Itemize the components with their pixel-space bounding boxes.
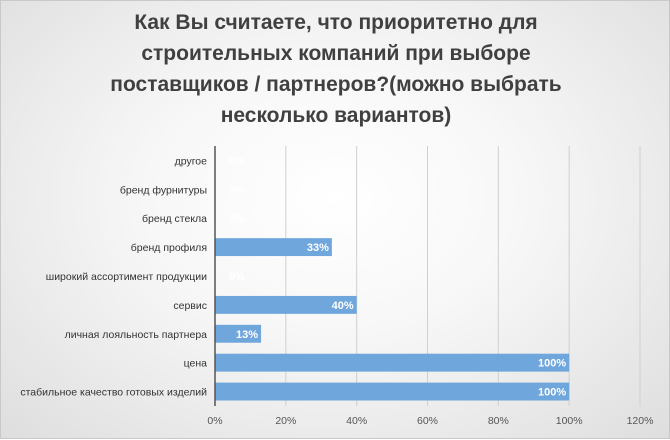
bar [215, 382, 570, 401]
x-tick-label: 120% [627, 415, 654, 427]
data-label: 0% [229, 271, 245, 283]
chart-title: Как Вы считаете, что приоритетно для стр… [110, 11, 562, 127]
data-label: 0% [229, 155, 245, 167]
x-tick-label: 0% [207, 415, 222, 427]
x-tick-label: 100% [556, 415, 583, 427]
data-label: 40% [332, 300, 354, 312]
category-label: сервис [173, 300, 207, 312]
data-label: 100% [538, 387, 566, 399]
x-tick-label: 20% [275, 415, 296, 427]
data-label: 100% [538, 358, 566, 370]
category-label: бренд стекла [142, 213, 207, 225]
category-label: личная лояльность партнера [65, 329, 208, 341]
data-label: 33% [307, 242, 329, 254]
category-label: другое [175, 155, 208, 167]
data-label: 0% [229, 184, 245, 196]
category-label: стабильное качество готовых изделий [20, 387, 207, 399]
data-label: 0% [229, 213, 245, 225]
x-tick-label: 40% [346, 415, 367, 427]
category-label: бренд фурнитуры [120, 184, 207, 196]
x-tick-label: 80% [488, 415, 509, 427]
category-label: цена [184, 358, 208, 370]
x-tick-label: 60% [417, 415, 438, 427]
bar [215, 324, 262, 343]
data-label: 13% [236, 329, 258, 341]
category-label: широкий ассортимент продукции [46, 271, 207, 283]
bar [215, 295, 357, 314]
category-label: бренд профиля [131, 242, 207, 254]
bar [215, 353, 570, 372]
bar [215, 238, 332, 257]
